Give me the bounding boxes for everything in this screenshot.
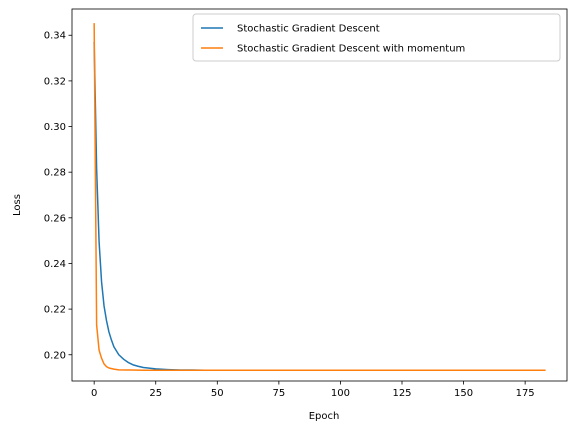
legend-box [192,13,561,62]
x-axis-label: Epoch [309,411,340,422]
y-tick-label: 0.22 [44,305,66,316]
y-tick-label: 0.34 [44,31,66,42]
y-tick-label: 0.28 [44,168,66,179]
x-tick-label: 25 [149,388,162,399]
y-tick-label: 0.24 [44,259,66,270]
legend-label-1: Stochastic Gradient Descent [237,24,380,35]
x-tick-label: 175 [516,388,535,399]
y-tick-label: 0.32 [44,76,66,87]
x-tick-label: 150 [454,388,473,399]
legend-label-2: Stochastic Gradient Descent with momentu… [237,44,465,55]
y-tick-label: 0.20 [44,350,66,361]
y-ticks: 0.20 0.22 0.24 0.26 0.28 0.30 0.32 0.34 [44,31,72,361]
axes [71,8,568,382]
legend: Stochastic Gradient Descent Stochastic Gr… [192,13,561,62]
series-line-2 [93,23,546,372]
y-tick-label: 0.26 [44,213,66,224]
x-tick-label: 75 [272,388,285,399]
x-tick-label: 50 [211,388,224,399]
x-tick-label: 0 [91,388,97,399]
x-ticks: 0 25 50 75 100 125 150 175 [91,381,535,399]
y-tick-label: 0.30 [44,122,66,133]
y-axis-label: Loss [12,194,23,216]
plot-lines [93,23,546,372]
plot-frame [71,8,568,382]
x-tick-label: 100 [331,388,350,399]
x-tick-label: 125 [392,388,411,399]
